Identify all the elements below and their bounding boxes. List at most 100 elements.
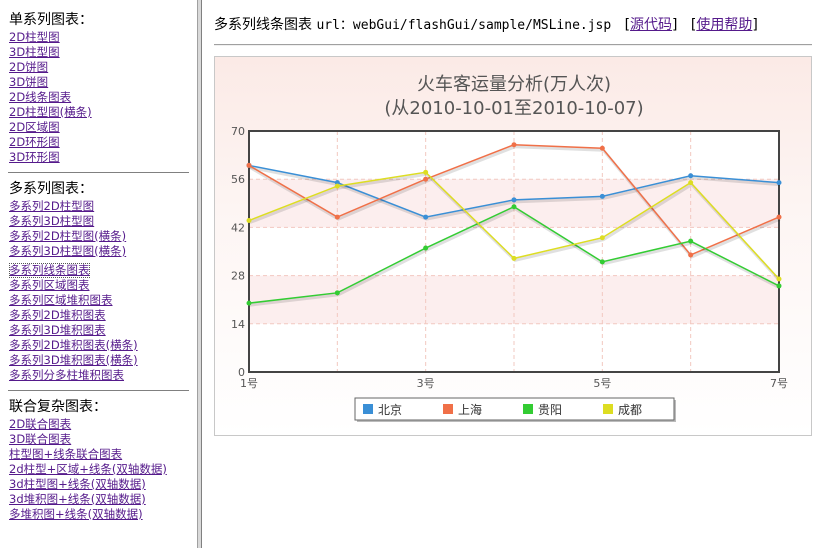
y-tick-label: 70	[231, 125, 245, 138]
sidebar-link[interactable]: 2D柱型图(横条)	[9, 105, 92, 119]
sidebar-splitter[interactable]	[197, 0, 202, 548]
sidebar-link[interactable]: 2D联合图表	[9, 417, 72, 431]
data-point[interactable]	[688, 238, 694, 244]
data-point[interactable]	[599, 145, 605, 151]
data-point[interactable]	[334, 180, 340, 186]
legend-label: 贵阳	[538, 403, 562, 417]
data-point[interactable]	[246, 300, 252, 306]
sidebar-separator	[8, 172, 189, 174]
sidebar-link[interactable]: 3D联合图表	[9, 432, 72, 446]
sidebar-link-list: 2D柱型图 3D柱型图 2D饼图 3D饼图 2D线条图表 2D柱型图(横条) 2D区域图 2D…	[0, 30, 197, 165]
data-point[interactable]	[246, 162, 252, 168]
sidebar-link[interactable]: 多系列3D堆积图表	[9, 323, 106, 337]
legend-swatch	[603, 404, 613, 414]
page-title: 多系列线条图表	[214, 17, 312, 33]
page-url: url：webGui/flashGui/sample/MSLine.jsp	[316, 18, 612, 33]
sidebar-link[interactable]: 多系列2D柱型图(横条)	[9, 229, 127, 243]
sidebar-link[interactable]: 柱型图+线条联合图表	[9, 447, 123, 461]
sidebar-link[interactable]: 3D柱型图	[9, 45, 60, 59]
data-point[interactable]	[246, 218, 252, 224]
sidebar-link[interactable]: 多系列3D堆积图表(横条)	[9, 353, 138, 367]
data-point[interactable]	[599, 259, 605, 265]
sidebar-link[interactable]: 多系列分多柱堆积图表	[9, 368, 124, 382]
bracket-close-2: ]	[752, 17, 758, 33]
sidebar-link[interactable]: 多系列3D柱型图(横条)	[9, 244, 127, 258]
main-content: 多系列线条图表 url：webGui/flashGui/sample/MSLin…	[202, 0, 827, 548]
legend-box	[354, 397, 675, 421]
data-point[interactable]	[423, 169, 429, 175]
sidebar-link[interactable]: 多堆积图+线条(双轴数据)	[9, 507, 143, 521]
sidebar-link[interactable]: 2D线条图表	[9, 90, 72, 104]
sidebar-link[interactable]: 2D环形图	[9, 135, 60, 149]
data-point[interactable]	[776, 214, 782, 220]
sidebar-link[interactable]: 多系列区域堆积图表	[9, 293, 113, 307]
x-tick-label: 1号	[240, 377, 258, 390]
data-point[interactable]	[688, 252, 694, 258]
data-point[interactable]	[776, 180, 782, 186]
data-point[interactable]	[511, 197, 517, 203]
sidebar-separator	[8, 390, 189, 392]
sidebar-link[interactable]: 多系列2D堆积图表	[9, 308, 106, 322]
sidebar-link[interactable]: 多系列线条图表	[9, 263, 90, 278]
data-point[interactable]	[511, 255, 517, 261]
x-tick-label: 3号	[417, 377, 435, 390]
sidebar-link[interactable]: 多系列2D堆积图表(横条)	[9, 338, 138, 352]
bracket-open-2: [	[690, 17, 697, 33]
sidebar-link[interactable]: 2d柱型+区域+线条(双轴数据)	[9, 462, 167, 476]
sidebar-link[interactable]: 2D区域图	[9, 120, 60, 134]
header-divider	[214, 44, 812, 46]
data-point[interactable]	[599, 193, 605, 199]
x-tick-label: 5号	[593, 377, 611, 390]
data-point[interactable]	[423, 245, 429, 251]
data-point[interactable]	[511, 142, 517, 148]
bracket-close: ]	[672, 17, 678, 33]
y-tick-label: 14	[231, 318, 245, 331]
page-header: 多系列线条图表 url：webGui/flashGui/sample/MSLin…	[214, 14, 812, 36]
data-point[interactable]	[423, 214, 429, 220]
sidebar-link[interactable]: 2D饼图	[9, 60, 49, 74]
data-point[interactable]	[688, 173, 694, 179]
legend-swatch	[523, 404, 533, 414]
data-point[interactable]	[334, 290, 340, 296]
sidebar-link-list: 多系列2D柱型图 多系列3D柱型图 多系列2D柱型图(横条) 多系列3D柱型图(横条)…	[0, 199, 197, 383]
sidebar-section-title: 联合复杂图表：	[9, 399, 107, 415]
y-tick-label: 56	[231, 173, 245, 186]
data-point[interactable]	[334, 183, 340, 189]
sidebar-link[interactable]: 3d柱型图+线条(双轴数据)	[9, 477, 146, 491]
data-point[interactable]	[599, 235, 605, 241]
legend-label: 上海	[458, 402, 482, 417]
sidebar-link[interactable]: 多系列区域图表	[9, 278, 90, 292]
line-chart: 火车客运量分析(万人次) (从2010-10-01至2010-10-07) 01…	[231, 74, 788, 422]
sidebar-link[interactable]: 2D柱型图	[9, 30, 60, 44]
bracket-open: [	[624, 17, 631, 33]
help-link[interactable]: 使用帮助	[696, 17, 753, 33]
legend-swatch	[363, 404, 373, 414]
chart-title: 火车客运量分析(万人次)	[417, 74, 611, 95]
x-tick-label: 7号	[770, 377, 788, 390]
sidebar-section-title: 单系列图表：	[9, 12, 93, 28]
y-tick-label: 28	[231, 270, 245, 283]
sidebar-section-title: 多系列图表：	[9, 181, 93, 197]
y-tick-label: 0	[238, 366, 245, 379]
sidebar-link[interactable]: 多系列3D柱型图	[9, 214, 95, 228]
source-code-link[interactable]: 源代码	[630, 17, 673, 33]
chart-subtitle: (从2010-10-01至2010-10-07)	[384, 98, 643, 119]
sidebar-link-list: 2D联合图表 3D联合图表 柱型图+线条联合图表 2d柱型+区域+线条(双轴数据) 3d…	[0, 417, 197, 522]
legend-label: 成都	[618, 403, 642, 417]
data-point[interactable]	[334, 214, 340, 220]
legend-label: 北京	[378, 403, 402, 417]
data-point[interactable]	[776, 276, 782, 282]
data-point[interactable]	[423, 176, 429, 182]
sidebar-link[interactable]: 多系列2D柱型图	[9, 199, 95, 213]
data-point[interactable]	[511, 204, 517, 210]
sidebar: 单系列图表： 2D柱型图 3D柱型图 2D饼图 3D饼图 2D线条图表 2D柱型图(横条) 2…	[0, 0, 197, 548]
sidebar-link[interactable]: 3D环形图	[9, 150, 60, 164]
legend-swatch	[443, 404, 453, 414]
data-point[interactable]	[776, 283, 782, 289]
sidebar-link[interactable]: 3d堆积图+线条(双轴数据)	[9, 492, 146, 506]
y-tick-label: 42	[231, 221, 245, 234]
data-point[interactable]	[688, 180, 694, 186]
plot-border	[248, 130, 780, 373]
sidebar-link[interactable]: 3D饼图	[9, 75, 49, 89]
